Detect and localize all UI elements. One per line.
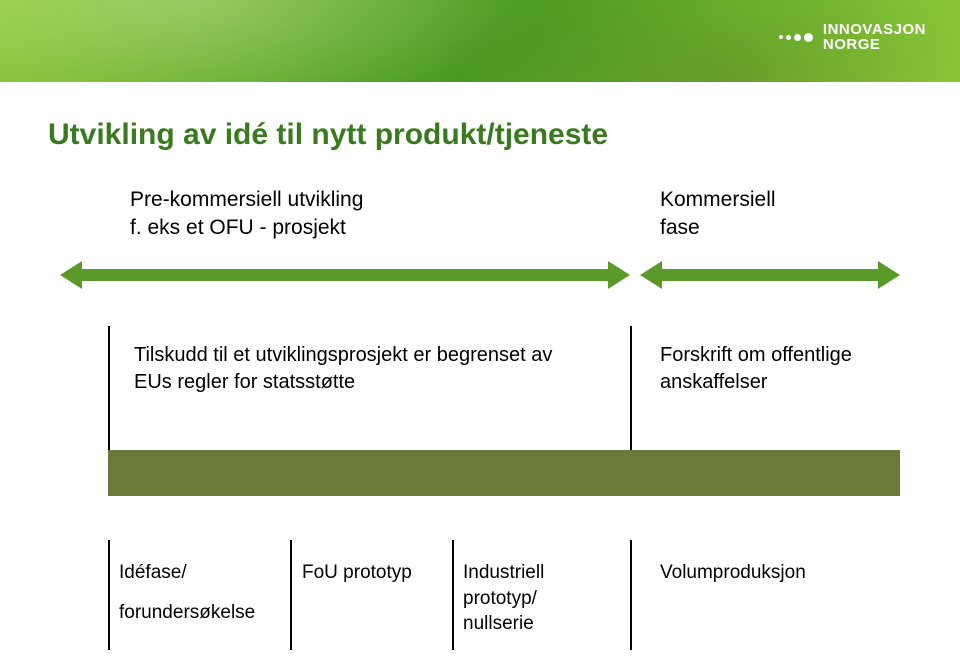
- stage-industriell-l3: nullserie: [463, 611, 544, 637]
- phase-left-line1: Pre-kommersiell utvikling: [130, 186, 363, 214]
- page-title: Utvikling av idé til nytt produkt/tjenes…: [48, 118, 608, 152]
- logo-text: INNOVASJON NORGE: [823, 22, 926, 52]
- logo-line2: NORGE: [823, 37, 926, 52]
- stage-idefase: Idéfase/ forundersøkelse: [119, 560, 255, 625]
- logo-line1: INNOVASJON: [823, 22, 926, 37]
- phase-right-line1: Kommersiell: [660, 186, 776, 214]
- stage-fou-label: FoU prototyp: [302, 560, 412, 586]
- phase-right: Kommersiell fase: [660, 186, 776, 243]
- arrow-precommercial: [60, 269, 630, 281]
- rules-right-text: Forskrift om offentlige anskaffelser: [660, 342, 910, 396]
- stage-idefase-l1: Idéfase/: [119, 560, 255, 586]
- stage-industriell-l1: Industriell: [463, 560, 544, 586]
- phase-right-line2: fase: [660, 214, 776, 242]
- arrow-commercial: [640, 269, 900, 281]
- logo-dots-icon: [779, 33, 813, 42]
- stage-industriell: Industriell prototyp/ nullserie: [463, 560, 544, 637]
- divider-line: [452, 540, 454, 650]
- timeline-bar: [108, 450, 900, 496]
- stage-volum-label: Volumproduksjon: [660, 560, 806, 586]
- stage-industriell-l2: prototyp/: [463, 586, 544, 612]
- phase-left: Pre-kommersiell utvikling f. eks et OFU …: [130, 186, 363, 243]
- stage-fou: FoU prototyp: [302, 560, 412, 586]
- phase-left-line2: f. eks et OFU - prosjekt: [130, 214, 363, 242]
- phase-arrows: [0, 260, 960, 290]
- divider-line: [290, 540, 292, 650]
- stage-volum: Volumproduksjon: [660, 560, 806, 586]
- brand-logo: INNOVASJON NORGE: [779, 22, 926, 52]
- divider-line: [108, 540, 110, 650]
- stage-idefase-l2: forundersøkelse: [119, 600, 255, 626]
- divider-line: [630, 540, 632, 650]
- rules-left-text: Tilskudd til et utviklingsprosjekt er be…: [134, 342, 564, 396]
